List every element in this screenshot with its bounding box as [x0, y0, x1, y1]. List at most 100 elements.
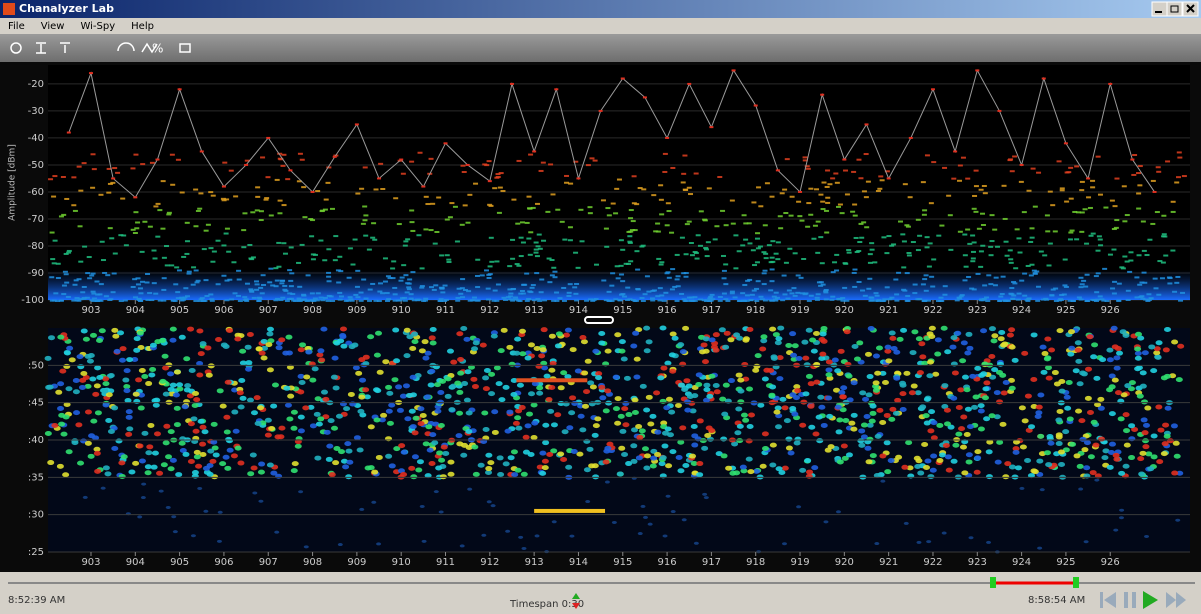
density-cell [930, 286, 935, 288]
waterfall-cell [374, 418, 381, 423]
peak-marker [709, 126, 713, 128]
density-cell [476, 300, 481, 302]
waterfall-cell [1056, 432, 1063, 437]
timeline-handle[interactable] [990, 577, 996, 588]
density-cell [695, 258, 700, 260]
x-tick-label: 912 [480, 557, 499, 568]
waterfall-cell [893, 376, 900, 381]
percent-button[interactable]: % [152, 42, 163, 56]
density-cell [808, 188, 813, 190]
window-controls[interactable] [1152, 2, 1198, 16]
density-cell [111, 291, 116, 293]
density-cell [306, 274, 311, 276]
waterfall-cell [1040, 488, 1045, 491]
density-cell [56, 263, 61, 265]
waterfall-cell [549, 334, 556, 339]
density-cell [573, 293, 578, 295]
density-cell [967, 243, 972, 245]
density-cell [380, 188, 385, 190]
waterfall-cell [619, 339, 626, 344]
waterfall-cell [808, 381, 815, 386]
waterfall-cell [542, 423, 549, 428]
waterfall-cell [332, 460, 339, 465]
waterfall-cell [858, 443, 865, 448]
x-tick-label: 911 [436, 305, 455, 316]
density-cell [515, 263, 520, 265]
waterfall-cell [799, 468, 806, 473]
waterfall-cell [589, 401, 596, 406]
density-cell [173, 283, 178, 285]
waterfall-cell [435, 466, 442, 471]
waterfall-cell [259, 351, 266, 356]
density-cell [52, 299, 57, 301]
density-cell [676, 275, 681, 277]
waterfall-cell [267, 367, 274, 372]
density-cell [1013, 267, 1018, 269]
waterfall-cell [644, 348, 651, 353]
waterfall-cell [387, 421, 394, 426]
waterfall-cell [193, 429, 200, 434]
waterfall-cell [359, 378, 366, 383]
density-cell [226, 251, 231, 253]
waterfall-cell [154, 431, 161, 436]
waterfall-cell [460, 453, 467, 458]
density-cell [1049, 294, 1054, 296]
density-cell [576, 267, 581, 269]
waterfall-cell [286, 416, 293, 421]
x-tick-label: 906 [214, 557, 233, 568]
waterfall-cell [951, 335, 958, 340]
density-cell [966, 276, 971, 278]
waterfall-cell [73, 389, 80, 394]
waterfall-cell [440, 474, 447, 479]
waterfall-cell [1098, 437, 1105, 442]
density-cell [400, 297, 405, 299]
waterfall-cell [291, 426, 298, 431]
density-cell [463, 204, 468, 206]
waterfall-cell [880, 480, 885, 483]
density-cell [943, 285, 948, 287]
waterfall-cell [928, 409, 935, 414]
density-cell [740, 292, 745, 294]
timeline-handle[interactable] [1073, 577, 1079, 588]
density-cell [770, 240, 775, 242]
waterfall-cell [395, 384, 402, 389]
density-cell [521, 293, 526, 295]
waterfall-cell [552, 520, 557, 523]
density-cell [844, 300, 849, 302]
density-cell [791, 287, 796, 289]
density-cell [972, 195, 977, 197]
density-cell [756, 280, 761, 282]
menu-item[interactable]: Help [131, 21, 154, 32]
menu-item[interactable]: View [41, 21, 65, 32]
density-cell [115, 172, 120, 174]
density-cell [820, 262, 825, 264]
waterfall-cell [695, 382, 702, 387]
density-cell [348, 296, 353, 298]
density-cell [138, 292, 143, 294]
density-cell [488, 265, 493, 267]
density-cell [484, 269, 489, 271]
density-cell [1171, 211, 1176, 213]
waterfall-cell [231, 410, 238, 415]
density-cell [906, 226, 911, 228]
menu-item[interactable]: Wi-Spy [80, 21, 115, 32]
peak-marker [288, 169, 292, 171]
density-cell [851, 171, 856, 173]
waterfall-cell [1041, 370, 1048, 375]
density-cell [510, 258, 515, 260]
density-cell [665, 272, 670, 274]
waterfall-cell [826, 359, 833, 364]
waterfall-cell [720, 437, 727, 442]
waterfall-cell [643, 407, 650, 412]
waterfall-cell [917, 471, 924, 476]
menu-item[interactable]: File [8, 21, 25, 32]
waterfall-cell [317, 416, 324, 421]
density-cell [91, 293, 96, 295]
density-cell [330, 300, 335, 302]
waterfall-cell [960, 445, 967, 450]
waterfall-cell [682, 326, 689, 331]
density-cell [562, 239, 567, 241]
density-cell [807, 300, 812, 302]
density-cell [520, 290, 525, 292]
waterfall-cell [1135, 356, 1142, 361]
